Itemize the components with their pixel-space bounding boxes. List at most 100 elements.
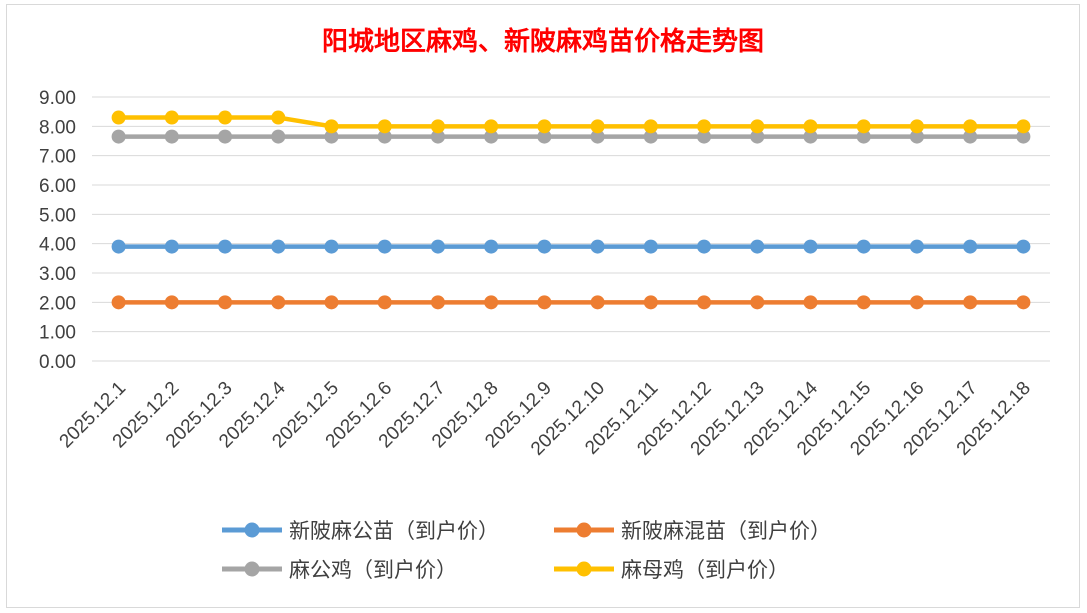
y-tick-label: 9.00 [39,88,76,109]
data-point [856,239,871,254]
data-point [484,129,499,144]
data-point [164,295,179,310]
series-lines [111,110,1031,310]
data-point [324,119,339,134]
data-point [324,239,339,254]
legend-item: 新陂麻混苗（到户价） [554,519,831,543]
chart-title: 阳城地区麻鸡、新陂麻鸡苗价格走势图 [322,26,764,57]
data-point [537,239,552,254]
data-point [218,239,233,254]
data-point [271,129,286,144]
legend: 新陂麻公苗（到户价） 新陂麻混苗（到户价） 麻公鸡（到户价） 麻母鸡（到户价） [222,519,831,582]
data-point [271,239,286,254]
data-point [324,295,339,310]
data-point [643,239,658,254]
data-point [590,239,605,254]
data-point [537,119,552,134]
y-tick-label: 0.00 [39,352,76,373]
data-point [750,239,765,254]
data-point [430,295,445,310]
data-point [218,295,233,310]
data-point [963,239,978,254]
data-point [963,129,978,144]
data-point [484,119,499,134]
data-point [111,129,126,144]
data-point [909,239,924,254]
data-point [537,129,552,144]
y-tick-label: 6.00 [39,176,76,197]
data-point [697,239,712,254]
data-point [537,295,552,310]
data-point [218,129,233,144]
y-tick-label: 4.00 [39,235,76,256]
data-point [803,119,818,134]
y-axis-ticks: 0.00 1.00 2.00 3.00 4.00 5.00 6.00 7.00 8.00 9.00 [39,88,76,373]
legend-item: 麻公鸡（到户价） [222,558,457,582]
data-point [803,129,818,144]
data-point [643,119,658,134]
data-point [856,129,871,144]
data-point [164,239,179,254]
data-point [111,295,126,310]
legend-swatch-marker [576,561,592,577]
legend-label: 麻母鸡（到户价） [621,558,789,582]
data-point [643,129,658,144]
legend-item: 新陂麻公苗（到户价） [222,519,499,543]
data-point [963,119,978,134]
data-point [750,295,765,310]
y-tick-label: 2.00 [39,293,76,314]
legend-item: 麻母鸡（到户价） [554,558,789,582]
y-tick-label: 3.00 [39,264,76,285]
y-tick-label: 1.00 [39,323,76,344]
y-tick-label: 5.00 [39,205,76,226]
legend-label: 新陂麻混苗（到户价） [621,519,831,543]
data-point [856,295,871,310]
data-point [909,129,924,144]
legend-swatch-marker [576,522,592,538]
data-point [377,129,392,144]
data-point [1016,119,1031,134]
data-point [590,295,605,310]
data-point [697,129,712,144]
series-0 [111,239,1031,254]
data-point [750,119,765,134]
y-tick-label: 7.00 [39,147,76,168]
data-point [909,119,924,134]
y-tick-label: 8.00 [39,117,76,138]
data-point [430,129,445,144]
data-point [643,295,658,310]
data-point [484,239,499,254]
legend-label: 新陂麻公苗（到户价） [289,519,499,543]
data-point [430,239,445,254]
data-point [909,295,924,310]
data-point [271,110,286,125]
legend-label: 麻公鸡（到户价） [289,558,457,582]
data-point [377,295,392,310]
data-point [164,129,179,144]
series-1 [111,295,1031,310]
data-point [111,110,126,125]
data-point [1016,295,1031,310]
legend-swatch-marker [244,522,260,538]
data-point [750,129,765,144]
data-point [377,239,392,254]
data-point [164,110,179,125]
data-point [697,119,712,134]
data-point [697,295,712,310]
series-3 [111,110,1031,134]
data-point [377,119,392,134]
data-point [590,119,605,134]
legend-swatch-marker [244,561,260,577]
data-point [1016,239,1031,254]
data-point [430,119,445,134]
data-point [218,110,233,125]
data-point [590,129,605,144]
data-point [856,119,871,134]
x-axis-ticks: 2025.12.12025.12.22025.12.32025.12.42025… [56,377,1035,459]
data-point [803,239,818,254]
series-2 [111,129,1031,144]
data-point [111,239,126,254]
data-point [271,295,286,310]
data-point [803,295,818,310]
